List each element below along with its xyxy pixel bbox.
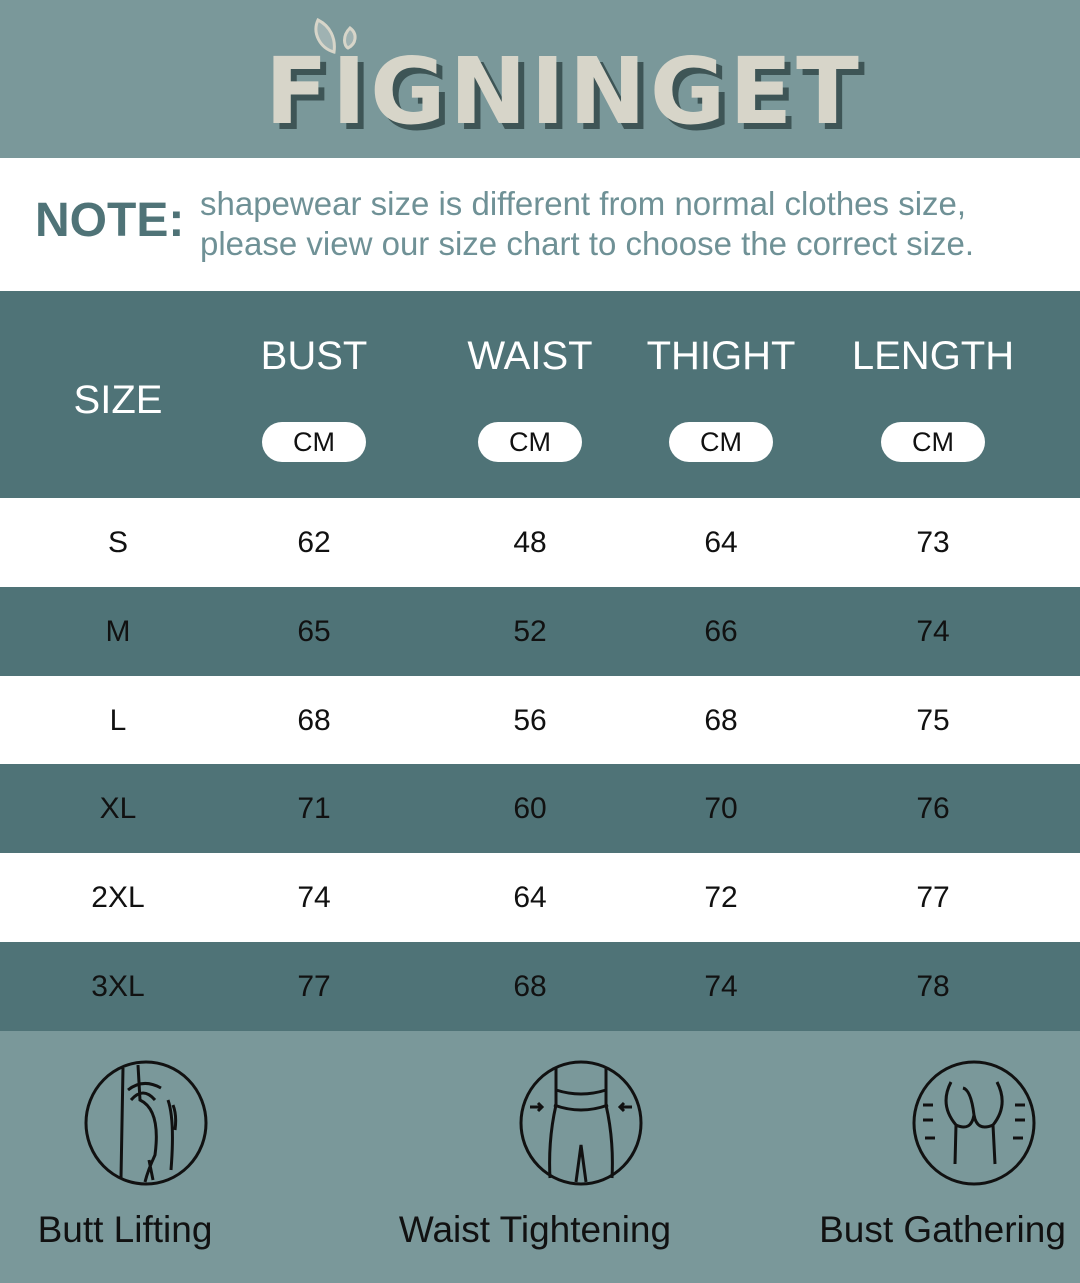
table-row: M 65 52 66 74 [0, 586, 1080, 676]
cell-size: M [105, 614, 131, 648]
cell-thight: 64 [704, 526, 738, 559]
unit-badge: CM [669, 422, 773, 462]
cell-waist: 60 [513, 792, 547, 826]
table-row: 2XL 74 64 72 77 [0, 853, 1080, 943]
cell-waist: 56 [513, 703, 547, 737]
cell-bust: 68 [297, 703, 331, 737]
cell-size: 2XL [91, 881, 145, 915]
feature-label: Waist Tightening [398, 1209, 672, 1250]
leaf-icon [314, 18, 357, 54]
cell-size: L [109, 703, 127, 737]
cell-bust: 65 [297, 614, 331, 648]
note-line: please view our size chart to choose the… [200, 225, 975, 262]
note-text: shapewear size is different from normal … [200, 184, 974, 264]
cell-length: 73 [916, 526, 950, 559]
cell-thight: 72 [704, 881, 738, 915]
bust-gathering-icon [912, 1060, 1036, 1186]
header-thight: THIGHT [646, 334, 796, 378]
cell-length: 78 [916, 970, 950, 1003]
header-waist: WAIST [467, 334, 593, 378]
header-size: SIZE [73, 378, 163, 422]
feature-bust-gathering: Bust Gathering [815, 1060, 1070, 1251]
butt-lifting-icon [84, 1060, 208, 1186]
cell-bust: 74 [297, 881, 331, 915]
cell-waist: 64 [513, 881, 547, 915]
feature-waist-tightening: Waist Tightening [380, 1060, 690, 1251]
cell-bust: 77 [297, 970, 331, 1003]
unit-badge: CM [881, 422, 985, 462]
note-label: NOTE: [35, 194, 185, 247]
cell-length: 74 [916, 614, 950, 648]
table-row: 3XL 77 68 74 78 [0, 942, 1080, 1031]
brand-logo: FIGNINGET [265, 38, 863, 145]
cell-waist: 68 [513, 970, 547, 1003]
cell-thight: 74 [704, 970, 738, 1003]
cell-thight: 70 [704, 792, 738, 826]
cell-waist: 48 [513, 526, 547, 559]
cell-size: S [107, 526, 129, 559]
table-row: XL 71 60 70 76 [0, 764, 1080, 854]
feature-label: Bust Gathering [819, 1209, 1066, 1250]
note-line: shapewear size is different from normal … [200, 185, 967, 222]
cell-waist: 52 [513, 614, 547, 648]
brand-header: FIGNINGET [0, 0, 1080, 158]
unit-badge: CM [478, 422, 582, 462]
waist-tightening-icon [519, 1060, 643, 1186]
cell-length: 76 [916, 792, 950, 826]
table-row: S 62 48 64 73 [0, 498, 1080, 587]
feature-label: Butt Lifting [37, 1209, 213, 1250]
header-length: LENGTH [851, 334, 1015, 378]
cell-length: 77 [916, 881, 950, 915]
note-section [0, 158, 1080, 291]
cell-length: 75 [916, 703, 950, 737]
cell-thight: 66 [704, 614, 738, 648]
cell-size: 3XL [91, 970, 145, 1003]
cell-size: XL [99, 792, 137, 826]
table-row: L 68 56 68 75 [0, 675, 1080, 765]
cell-bust: 71 [297, 792, 331, 826]
feature-butt-lifting: Butt Lifting [20, 1060, 230, 1251]
unit-badge: CM [262, 422, 366, 462]
header-bust: BUST [260, 334, 368, 378]
cell-thight: 68 [704, 703, 738, 737]
table-header [0, 291, 1080, 498]
cell-bust: 62 [297, 526, 331, 559]
